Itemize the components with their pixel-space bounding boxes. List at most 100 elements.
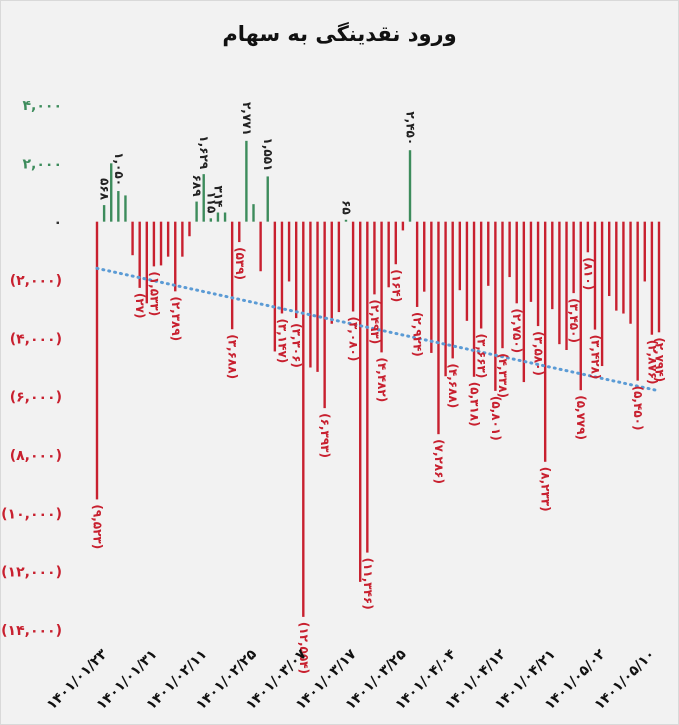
bar	[323, 221, 326, 409]
bar	[223, 212, 227, 222]
bar	[415, 221, 419, 307]
data-label: (۲۷)	[133, 293, 147, 319]
y-tick-label: (۶,۰۰۰)	[10, 390, 62, 406]
bar	[159, 221, 163, 266]
bar	[515, 221, 518, 304]
bar	[294, 221, 298, 319]
data-label: (۳,۰۸۰)	[347, 317, 361, 362]
bar	[472, 221, 476, 377]
data-label: ۶۸۹	[190, 175, 204, 198]
bar	[344, 219, 348, 222]
bar	[615, 221, 618, 311]
bar	[451, 221, 454, 359]
bar	[586, 221, 590, 253]
bar	[558, 221, 561, 345]
bar	[287, 221, 291, 282]
bar	[280, 221, 284, 314]
data-label: (۸,۲۳۳)	[539, 467, 553, 512]
bar	[266, 176, 269, 222]
bar	[316, 221, 319, 372]
data-label: (۹,۵۲۳)	[91, 504, 105, 549]
bar	[195, 201, 198, 222]
bar	[501, 221, 504, 349]
data-label: (۴,۶۸۸)	[446, 363, 460, 408]
bar	[565, 221, 568, 350]
data-label: (۶,۳۹۳)	[318, 413, 332, 458]
bar	[131, 221, 134, 256]
bar	[337, 221, 341, 313]
data-label: (۳,۳۰۶)	[290, 323, 304, 368]
data-label: ۱,۵۵۱	[261, 138, 275, 172]
data-label: (۳,۶۸۸)	[226, 334, 240, 379]
data-label: ۶۵	[339, 200, 353, 215]
bar	[629, 221, 632, 324]
trendline	[95, 266, 661, 393]
bar	[408, 150, 412, 222]
bar	[643, 221, 646, 282]
data-label: ۵۶۸	[98, 178, 112, 201]
bar	[110, 163, 113, 222]
data-label: (۴,۳۳۸)	[496, 353, 510, 398]
bar	[600, 221, 604, 367]
bar	[479, 221, 483, 329]
data-label: (۴,۴۸۲)	[375, 357, 389, 402]
bar	[330, 221, 333, 324]
data-label: (۲,۳۸۹)	[169, 296, 183, 341]
bar	[458, 221, 462, 291]
data-label: (۳,۶۶۳)	[475, 334, 489, 379]
data-label: (۵,۴۵۰)	[631, 386, 645, 431]
bar	[437, 221, 440, 435]
bar	[465, 221, 469, 321]
bar	[622, 221, 625, 314]
data-label: (۸۱۰)	[581, 257, 595, 290]
bar	[188, 221, 191, 237]
bar	[508, 221, 511, 278]
y-tick-label: ۴,۰۰۰	[23, 98, 63, 114]
data-label: ۲,۴۵۰	[404, 111, 418, 145]
y-tick-label: (۱۰,۰۰۰)	[1, 506, 62, 522]
bar	[579, 221, 582, 391]
data-label: (۳,۵۸۰)	[532, 331, 546, 376]
data-label: (۲,۸۷۶)	[645, 340, 659, 385]
data-label: (۳,۱۴۷)	[275, 318, 289, 363]
bar	[273, 221, 277, 352]
data-label: ۲,۷۷۱	[240, 102, 254, 136]
chart-title: ورود نقدینگی به سهام	[222, 22, 457, 46]
bar	[373, 221, 376, 295]
bar	[166, 221, 170, 257]
bar	[245, 140, 248, 222]
data-label: ۱۱۵	[204, 191, 218, 213]
bar	[487, 221, 490, 286]
bar	[138, 221, 141, 288]
bar	[351, 221, 355, 312]
bar	[494, 221, 497, 391]
data-label: (۲,۹۲۴)	[411, 312, 425, 357]
data-label: (۱,۵۳۳)	[147, 271, 161, 316]
bar	[216, 212, 220, 222]
data-label: (۳,۴۵۰)	[567, 298, 581, 343]
data-label: (۵۳۹)	[233, 247, 247, 280]
bar	[174, 221, 177, 292]
y-tick-label: (۴,۰۰۰)	[10, 331, 62, 347]
y-tick-label: (۲,۰۰۰)	[10, 273, 62, 289]
bar	[593, 221, 597, 330]
bar	[124, 195, 127, 222]
bar	[543, 221, 547, 462]
bar	[238, 221, 241, 243]
data-label: (۱۱,۳۴۶)	[361, 558, 375, 610]
bar	[401, 221, 405, 231]
data-label: (۷,۲۸۶)	[432, 439, 446, 484]
bar	[608, 221, 611, 297]
bar	[252, 204, 255, 222]
bar	[181, 221, 184, 257]
bar	[430, 221, 433, 353]
bar	[359, 221, 362, 582]
bar	[152, 221, 156, 267]
bar	[366, 221, 369, 553]
data-label: (۲,۷۵۰)	[510, 308, 524, 353]
y-tick-label: ۰	[53, 215, 62, 231]
bar	[145, 221, 148, 304]
bar	[209, 218, 213, 222]
